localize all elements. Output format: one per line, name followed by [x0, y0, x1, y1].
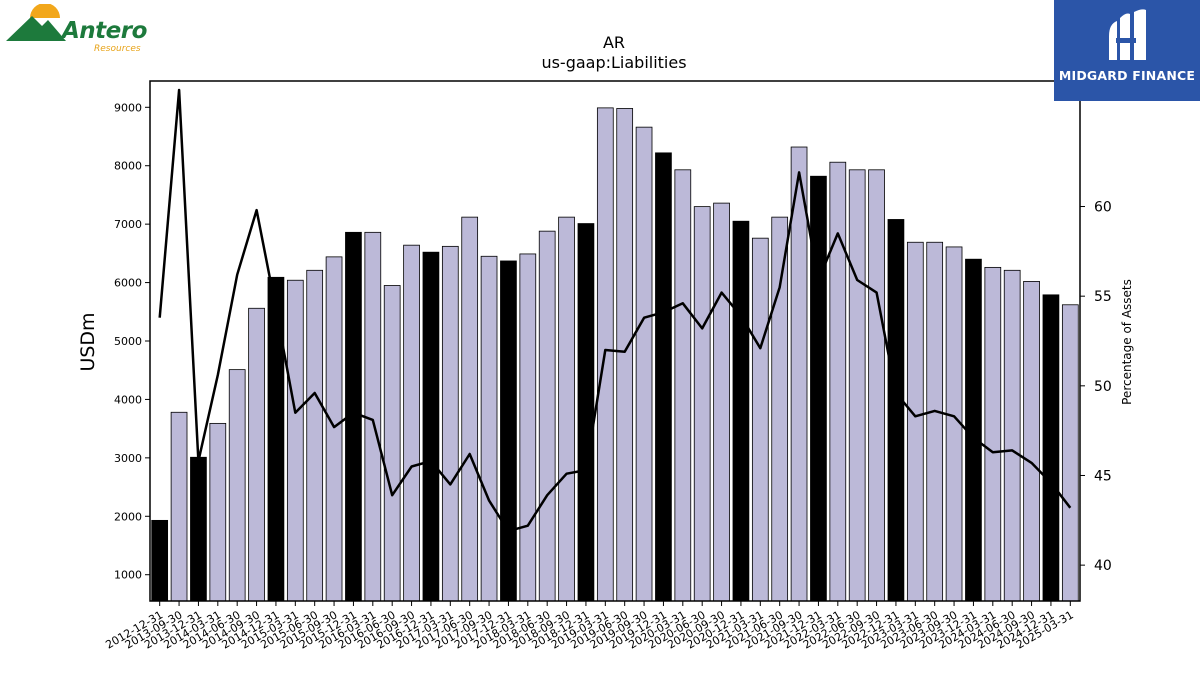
bar [480, 255, 498, 602]
bar [1042, 294, 1060, 602]
antero-logo-name: Antero [62, 18, 147, 44]
bar [190, 456, 207, 602]
bar [635, 126, 653, 602]
bar [655, 152, 672, 602]
bar [771, 216, 789, 602]
bar [403, 244, 420, 602]
bar [1003, 269, 1021, 602]
bar-series [151, 107, 1079, 602]
bar [422, 251, 440, 602]
y2-tick-label: 55 [1094, 289, 1112, 305]
mountain-icon [6, 4, 66, 41]
bar [538, 230, 556, 602]
bar [519, 253, 537, 602]
antero-logo-sub: Resources [94, 44, 141, 54]
y-tick-label: 9000 [114, 101, 142, 114]
bar [577, 223, 595, 602]
bar [829, 161, 847, 602]
bar [151, 519, 169, 602]
chart-subtitle: us-gaap:Liabilities [541, 53, 686, 72]
bar [693, 206, 711, 602]
y2-tick-label: 40 [1094, 558, 1112, 574]
bar [286, 279, 304, 602]
bar [713, 202, 730, 602]
bar [325, 256, 343, 602]
bar [810, 175, 827, 602]
midgard-brand-name: MIDGARD FINANCE [1058, 68, 1196, 83]
bar [926, 241, 944, 602]
bar [248, 307, 265, 602]
y-tick-label: 7000 [114, 218, 142, 231]
percentage-line [158, 88, 1072, 533]
bar [616, 108, 634, 602]
y-tick-label: 3000 [114, 452, 142, 465]
y-tick-label: 4000 [114, 393, 142, 406]
y-tick-label: 2000 [114, 510, 142, 523]
chart-title: AR [603, 33, 625, 52]
y-tick-label: 1000 [114, 569, 142, 582]
y-tick-label: 6000 [114, 277, 142, 290]
bar [848, 169, 866, 602]
y2-axis-label: Percentage of Assets [1120, 279, 1134, 405]
y2-tick-label: 50 [1094, 379, 1112, 395]
bar [790, 146, 808, 602]
bar [868, 169, 885, 602]
antero-logo: Antero Resources [4, 4, 154, 56]
y-tick-label: 8000 [114, 160, 142, 173]
midgard-finance-logo: MIDGARD FINANCE [1054, 0, 1200, 101]
bar [887, 219, 905, 602]
bar [906, 241, 924, 602]
bar [751, 237, 769, 602]
line-series [158, 88, 1072, 533]
bar [170, 411, 188, 602]
bar [1061, 304, 1079, 602]
bar [267, 276, 285, 602]
bar [441, 245, 459, 602]
bar [1023, 281, 1040, 602]
y2-tick-label: 45 [1094, 468, 1112, 484]
bar [461, 216, 479, 602]
bar [500, 260, 517, 602]
y-tick-label: 5000 [114, 335, 142, 348]
bar [306, 269, 324, 602]
bar [558, 216, 575, 602]
bar [674, 169, 692, 602]
bar [984, 266, 1002, 602]
bar [209, 422, 227, 602]
y-axis-label: USDm [77, 312, 99, 371]
bar [732, 220, 750, 602]
y2-tick-label: 60 [1094, 200, 1112, 216]
bar [383, 285, 401, 602]
axes: 1000 2000 3000 4000 5000 6000 7000 8000 9000 40 45… [103, 80, 1112, 652]
midgard-emblem-icon [1109, 9, 1146, 61]
bar [228, 369, 246, 602]
